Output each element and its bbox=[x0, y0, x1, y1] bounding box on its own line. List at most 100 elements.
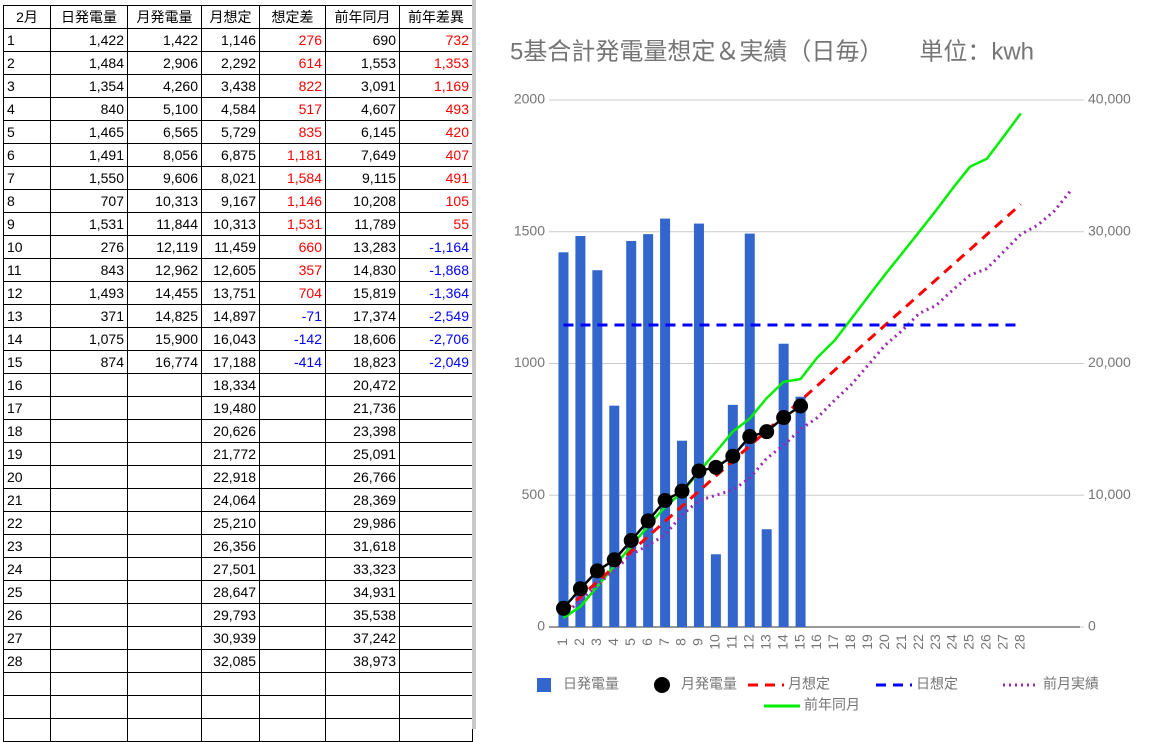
table-row: 19 21,772 25,091 bbox=[3, 442, 473, 466]
bar bbox=[693, 223, 704, 628]
table-row: 20 22,918 26,766 bbox=[3, 465, 473, 489]
table-cell: 16,043 bbox=[201, 327, 260, 351]
table-cell: 18,606 bbox=[325, 327, 400, 351]
legend-swatch bbox=[654, 677, 670, 693]
table-cell bbox=[399, 603, 473, 627]
table-cell: 357 bbox=[259, 258, 326, 282]
table-cell: 3 bbox=[3, 74, 51, 98]
table-cell: 6,145 bbox=[325, 120, 400, 144]
table-cell: 732 bbox=[399, 28, 473, 52]
table-cell: 1,146 bbox=[259, 189, 326, 213]
table-row bbox=[3, 695, 473, 719]
table-cell: 13 bbox=[3, 304, 51, 328]
table-cell bbox=[50, 580, 128, 604]
table-cell: 30,939 bbox=[201, 626, 260, 650]
table-row bbox=[3, 718, 473, 742]
table-cell bbox=[259, 603, 326, 627]
table-cell bbox=[127, 488, 202, 512]
y2-tick-label: 40,000 bbox=[1088, 91, 1131, 107]
table-cell: 491 bbox=[399, 166, 473, 190]
table-cell bbox=[50, 396, 128, 420]
table-cell bbox=[127, 649, 202, 673]
table-cell: -1,364 bbox=[399, 281, 473, 305]
y-tick-label: 1500 bbox=[514, 222, 545, 238]
table-cell: 6,565 bbox=[127, 120, 202, 144]
table-cell: 1,353 bbox=[399, 51, 473, 75]
table-row: 27 30,939 37,242 bbox=[3, 626, 473, 650]
x-tick-label: 3 bbox=[588, 638, 604, 646]
table-cell bbox=[50, 488, 128, 512]
table-cell: 14,825 bbox=[127, 304, 202, 328]
line-marker bbox=[759, 424, 775, 440]
table-cell: 11,459 bbox=[201, 235, 260, 259]
x-tick-label: 8 bbox=[673, 638, 689, 646]
table-cell: 407 bbox=[399, 143, 473, 167]
table-cell bbox=[127, 396, 202, 420]
table-cell: 9 bbox=[3, 212, 51, 236]
line-marker bbox=[589, 563, 605, 579]
table-row: 11 843 12,962 12,605 357 14,830 -1,868 bbox=[3, 258, 473, 282]
table-row: 1 1,422 1,422 1,146 276 690 732 bbox=[3, 28, 473, 52]
table-row: 13 371 14,825 14,897 -71 17,374 -2,549 bbox=[3, 304, 473, 328]
table-cell: 17,374 bbox=[325, 304, 400, 328]
table-row: 14 1,075 15,900 16,043 -142 18,606 -2,706 bbox=[3, 327, 473, 351]
x-tick-label: 20 bbox=[876, 634, 892, 650]
table-cell bbox=[399, 396, 473, 420]
table-cell: 12,119 bbox=[127, 235, 202, 259]
table-cell bbox=[259, 465, 326, 489]
table-cell bbox=[127, 534, 202, 558]
table-cell: 11,844 bbox=[127, 212, 202, 236]
legend-label: 前月実績 bbox=[1043, 676, 1099, 692]
table-cell bbox=[399, 695, 473, 719]
table-cell: 1,465 bbox=[50, 120, 128, 144]
table-cell bbox=[50, 672, 128, 696]
bar bbox=[558, 252, 569, 628]
y-tick-label: 2000 bbox=[514, 91, 545, 107]
header-cell: 日発電量 bbox=[50, 5, 128, 29]
table-cell: 32,085 bbox=[201, 649, 260, 673]
table-cell: 20,472 bbox=[325, 373, 400, 397]
table-cell: 14,830 bbox=[325, 258, 400, 282]
table-cell: 2 bbox=[3, 51, 51, 75]
table-cell: 8,021 bbox=[201, 166, 260, 190]
table-cell: 31,618 bbox=[325, 534, 400, 558]
table-cell: 15 bbox=[3, 350, 51, 374]
table-cell bbox=[50, 373, 128, 397]
table-cell bbox=[399, 534, 473, 558]
bar bbox=[609, 405, 620, 627]
table-cell: 35,538 bbox=[325, 603, 400, 627]
x-tick-label: 15 bbox=[791, 634, 807, 650]
table-cell bbox=[127, 557, 202, 581]
table-cell bbox=[50, 465, 128, 489]
table-cell: 25 bbox=[3, 580, 51, 604]
x-tick-label: 23 bbox=[927, 634, 943, 650]
table-cell bbox=[399, 419, 473, 443]
table-cell: 9,115 bbox=[325, 166, 400, 190]
table-cell: 4,607 bbox=[325, 97, 400, 121]
table-cell bbox=[259, 626, 326, 650]
table-cell: 840 bbox=[50, 97, 128, 121]
x-tick-label: 22 bbox=[910, 634, 926, 650]
table-cell: 660 bbox=[259, 235, 326, 259]
table-cell: 7 bbox=[3, 166, 51, 190]
table-cell bbox=[50, 695, 128, 719]
table-cell: 34,931 bbox=[325, 580, 400, 604]
table-cell bbox=[50, 419, 128, 443]
x-tick-label: 19 bbox=[859, 634, 875, 650]
table-cell: 12,962 bbox=[127, 258, 202, 282]
table-cell: 843 bbox=[50, 258, 128, 282]
table-row: 9 1,531 11,844 10,313 1,531 11,789 55 bbox=[3, 212, 473, 236]
chart-title: 5基合計発電量想定＆実績（日毎） 単位：kwh bbox=[510, 38, 1034, 65]
table-cell bbox=[399, 718, 473, 742]
table-cell bbox=[325, 718, 400, 742]
x-tick-label: 10 bbox=[707, 634, 723, 650]
table-cell: 704 bbox=[259, 281, 326, 305]
x-tick-label: 18 bbox=[842, 634, 858, 650]
table-cell: 276 bbox=[259, 28, 326, 52]
table-cell: 1,491 bbox=[50, 143, 128, 167]
table-cell: 11 bbox=[3, 258, 51, 282]
table-cell: 1,550 bbox=[50, 166, 128, 190]
table-cell bbox=[127, 419, 202, 443]
table-cell bbox=[399, 442, 473, 466]
table-cell: 1,181 bbox=[259, 143, 326, 167]
